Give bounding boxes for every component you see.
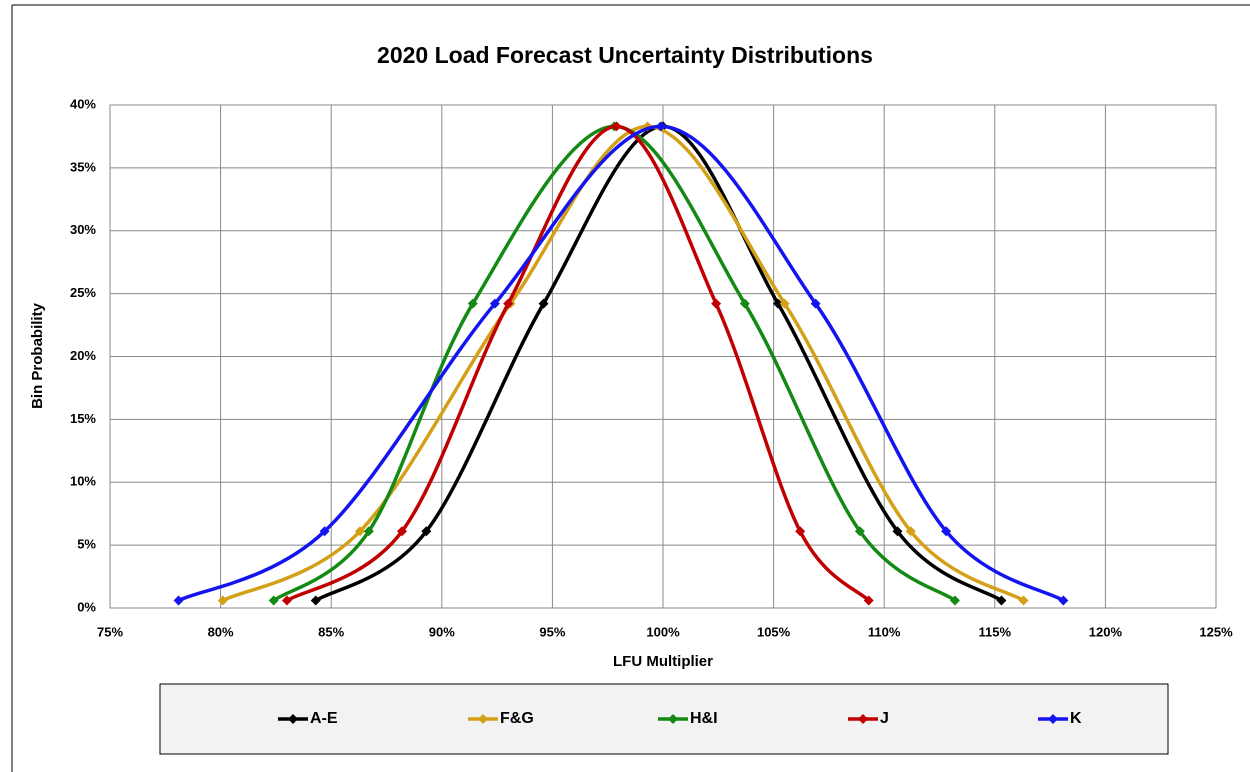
legend-marker — [858, 714, 868, 724]
data-point — [538, 298, 549, 309]
data-point — [503, 298, 514, 309]
data-point — [905, 526, 916, 537]
y-tick-label: 40% — [70, 96, 96, 111]
x-tick-label: 120% — [1089, 624, 1123, 639]
data-point — [611, 121, 622, 132]
data-point — [996, 595, 1007, 606]
data-point — [268, 595, 279, 606]
data-point — [396, 526, 407, 537]
data-point — [711, 298, 722, 309]
data-point — [173, 595, 184, 606]
chart-title: 2020 Load Forecast Uncertainty Distribut… — [377, 42, 873, 68]
data-point — [810, 298, 821, 309]
y-tick-label: 30% — [70, 222, 96, 237]
x-tick-label: 105% — [757, 624, 791, 639]
y-tick-label: 25% — [70, 285, 96, 300]
legend-marker — [1048, 714, 1058, 724]
y-tick-label: 10% — [70, 474, 96, 489]
data-point — [949, 595, 960, 606]
legend-marker — [478, 714, 488, 724]
x-axis-label: LFU Multiplier — [613, 653, 713, 670]
x-tick-label: 90% — [429, 624, 455, 639]
y-tick-label: 0% — [77, 599, 96, 614]
x-tick-label: 115% — [979, 624, 1012, 639]
legend-label: A-E — [310, 710, 338, 727]
data-point — [795, 526, 806, 537]
data-point — [779, 298, 790, 309]
data-point — [467, 298, 478, 309]
data-point — [421, 526, 432, 537]
data-point — [489, 298, 500, 309]
x-tick-label: 125% — [1199, 624, 1233, 639]
y-tick-label: 5% — [77, 537, 96, 552]
legend-marker — [668, 714, 678, 724]
data-point — [319, 526, 330, 537]
data-point — [655, 121, 666, 132]
x-tick-label: 95% — [539, 624, 565, 639]
y-axis-label: Bin Probability — [29, 302, 46, 409]
data-point — [854, 526, 865, 537]
data-point — [281, 595, 292, 606]
legend-label: F&G — [500, 710, 534, 727]
y-tick-label: 35% — [70, 159, 96, 174]
legend-marker — [288, 714, 298, 724]
data-point — [892, 526, 903, 537]
data-point — [1018, 595, 1029, 606]
x-tick-label: 110% — [868, 624, 901, 639]
x-tick-label: 75% — [97, 624, 123, 639]
data-point — [941, 526, 952, 537]
data-point — [310, 595, 321, 606]
data-point — [217, 595, 228, 606]
x-tick-label: 80% — [208, 624, 234, 639]
y-tick-label: 15% — [70, 411, 96, 426]
data-point — [363, 526, 374, 537]
legend-label: K — [1070, 710, 1082, 727]
data-point — [739, 298, 750, 309]
x-tick-label: 85% — [318, 624, 344, 639]
data-point — [1058, 595, 1069, 606]
data-point — [773, 298, 784, 309]
legend-label: J — [880, 710, 889, 727]
data-point — [354, 526, 365, 537]
data-point — [863, 595, 874, 606]
y-tick-label: 20% — [70, 348, 96, 363]
legend-label: H&I — [690, 710, 718, 727]
x-tick-label: 100% — [646, 624, 680, 639]
